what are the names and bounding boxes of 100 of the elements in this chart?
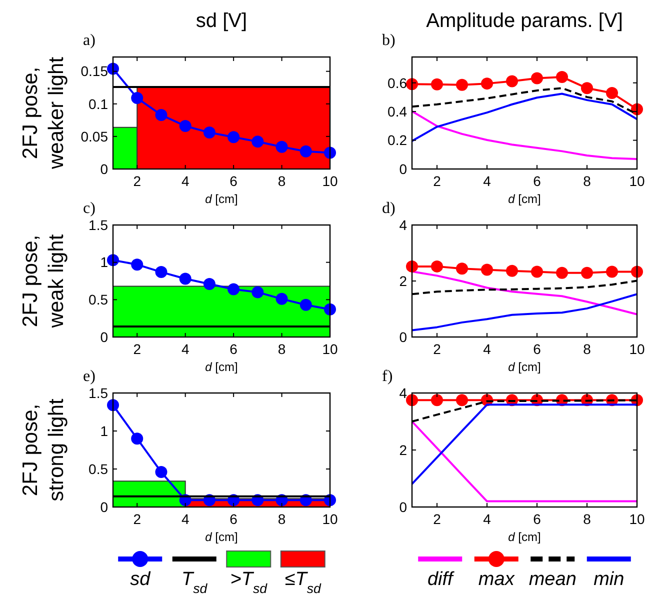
point bbox=[203, 126, 216, 139]
point bbox=[276, 140, 288, 153]
point bbox=[107, 399, 119, 412]
x-tick-label: 10 bbox=[322, 511, 338, 527]
x-tick-label: 8 bbox=[278, 511, 286, 527]
x-tick-label: 10 bbox=[629, 511, 645, 527]
y-tick-label: 0.4 bbox=[388, 103, 408, 120]
y-tick-label: 0.2 bbox=[388, 132, 408, 148]
x-tick-label: 2 bbox=[133, 341, 142, 357]
chart-title: sd [V] bbox=[196, 10, 248, 32]
x-axis-title: d [cm] bbox=[205, 360, 238, 374]
y-tick-label: 0 bbox=[399, 160, 408, 177]
point bbox=[252, 286, 264, 298]
point bbox=[581, 82, 593, 94]
x-axis-title: d [cm] bbox=[508, 530, 541, 544]
y-tick-label: 2 bbox=[399, 272, 408, 289]
x-tick-label: 10 bbox=[629, 341, 645, 357]
x-tick-label: 10 bbox=[322, 173, 338, 189]
line-series bbox=[411, 420, 638, 502]
y-axis-title: 2FJ pose, weak light bbox=[19, 234, 68, 329]
point bbox=[131, 258, 144, 271]
y-tick-label: 0 bbox=[399, 498, 408, 515]
y-axis-title: 2FJ pose, strong light bbox=[19, 398, 68, 502]
line-series bbox=[411, 293, 638, 332]
x-tick-label: 8 bbox=[278, 341, 286, 357]
x-tick-label: 6 bbox=[230, 341, 238, 357]
x-tick-label: 6 bbox=[533, 341, 542, 357]
text: b) bbox=[382, 32, 396, 49]
text: f) bbox=[382, 368, 393, 385]
y-tick-label: 0.5 bbox=[88, 292, 108, 308]
x-tick-label: 6 bbox=[533, 173, 542, 189]
y-tick-label: 0.05 bbox=[80, 128, 108, 144]
point bbox=[631, 266, 643, 278]
point bbox=[531, 72, 543, 84]
point bbox=[406, 260, 418, 272]
x-tick-label: 4 bbox=[181, 511, 190, 527]
x-tick-label: 2 bbox=[433, 173, 442, 189]
chart-title: Amplitude params. [V] bbox=[426, 10, 623, 32]
point bbox=[556, 70, 568, 83]
legend-label: max bbox=[478, 569, 516, 590]
point bbox=[431, 260, 443, 272]
x-tick-label: 2 bbox=[133, 173, 142, 189]
legend-label: sd bbox=[130, 569, 152, 590]
point bbox=[179, 120, 192, 132]
y-tick-label: 1.5 bbox=[88, 384, 108, 401]
y-tick-label: 0 bbox=[100, 160, 108, 177]
point bbox=[131, 432, 144, 445]
x-tick-label: 2 bbox=[433, 511, 442, 527]
point bbox=[481, 78, 493, 90]
x-tick-label: 8 bbox=[583, 341, 592, 357]
x-tick-label: 8 bbox=[583, 511, 592, 527]
point bbox=[155, 108, 168, 121]
point bbox=[155, 266, 168, 278]
point bbox=[107, 62, 119, 75]
point bbox=[456, 78, 468, 91]
point bbox=[581, 266, 593, 279]
x-tick-label: 6 bbox=[230, 173, 238, 189]
line-series bbox=[411, 110, 638, 160]
x-tick-label: 2 bbox=[133, 511, 142, 527]
point bbox=[203, 278, 216, 290]
legend-label: ≤T$_{sd}$ bbox=[284, 569, 322, 596]
x-axis-title: d [cm] bbox=[205, 192, 238, 206]
x-tick-label: 4 bbox=[483, 511, 492, 527]
y-tick-label: 2 bbox=[399, 442, 408, 458]
x-tick-label: 2 bbox=[433, 341, 442, 357]
y-tick-label: 0 bbox=[399, 328, 408, 345]
y-tick-label: 1 bbox=[100, 254, 108, 270]
point bbox=[228, 283, 240, 296]
text: e) bbox=[83, 368, 96, 385]
point bbox=[506, 75, 518, 88]
y-tick-label: 1 bbox=[100, 422, 108, 439]
y-tick-label: 0 bbox=[100, 328, 108, 345]
point bbox=[300, 298, 312, 311]
point bbox=[506, 264, 518, 277]
point bbox=[179, 272, 192, 285]
legend-label: T$_{sd}$ bbox=[182, 569, 208, 596]
y-tick-label: 4 bbox=[399, 384, 408, 401]
point bbox=[556, 266, 568, 279]
x-tick-label: 4 bbox=[181, 173, 190, 189]
x-tick-label: 4 bbox=[181, 341, 190, 357]
y-axis-title: 2FJ pose, weaker light bbox=[19, 56, 68, 170]
legend-label: mean bbox=[528, 569, 576, 590]
point bbox=[300, 145, 312, 158]
x-tick-label: 10 bbox=[629, 173, 645, 189]
point bbox=[431, 78, 443, 90]
y-tick-label: 0.1 bbox=[88, 96, 108, 112]
point bbox=[276, 292, 288, 305]
x-tick-label: 4 bbox=[483, 173, 492, 189]
x-tick-label: 4 bbox=[483, 341, 492, 357]
x-axis-title: d [cm] bbox=[205, 530, 238, 544]
legend-label: diff bbox=[427, 569, 455, 590]
x-tick-label: 6 bbox=[230, 511, 238, 527]
point bbox=[228, 131, 240, 144]
y-tick-label: 4 bbox=[399, 216, 408, 233]
y-tick-label: 0.15 bbox=[80, 63, 108, 80]
line-series bbox=[411, 92, 638, 142]
y-tick-label: 0 bbox=[100, 498, 108, 515]
x-tick-label: 10 bbox=[322, 341, 338, 357]
x-tick-label: 8 bbox=[278, 173, 286, 189]
legend-label: >T$_{sd}$ bbox=[230, 569, 268, 596]
